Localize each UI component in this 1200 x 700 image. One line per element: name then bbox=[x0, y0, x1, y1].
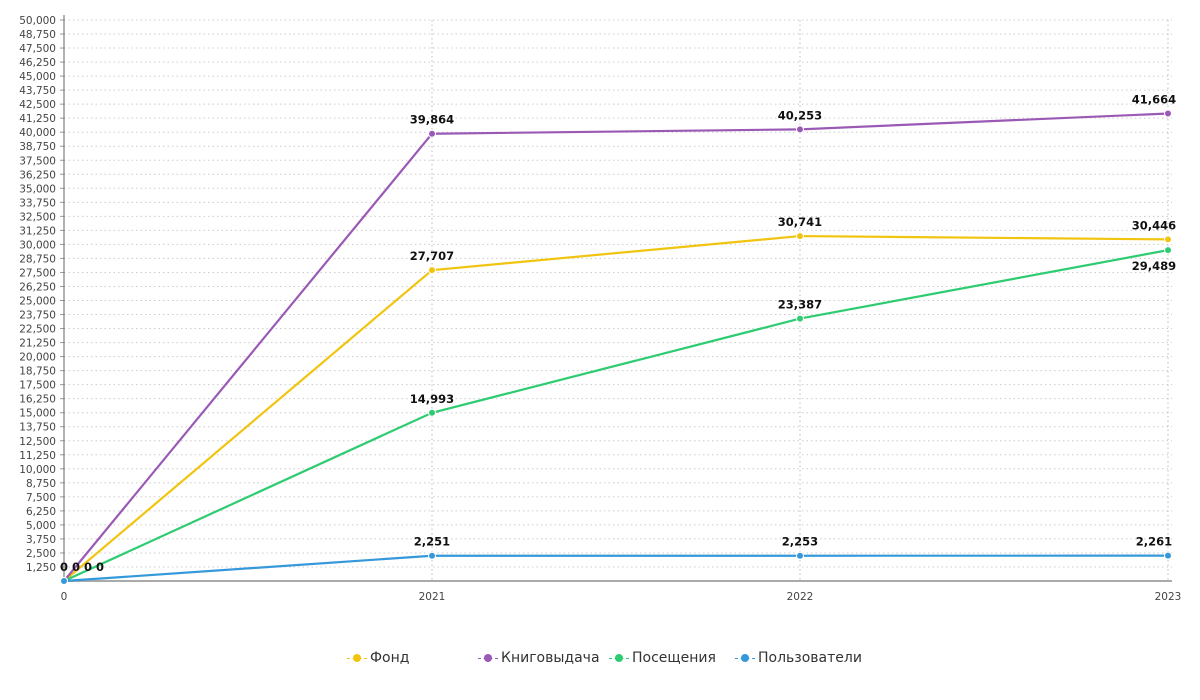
legend-item[interactable]: Пользователи bbox=[735, 650, 862, 666]
legend-marker-icon bbox=[735, 653, 755, 663]
y-tick-label: 30,000 bbox=[19, 239, 56, 251]
y-tick-label: 13,750 bbox=[19, 422, 56, 434]
y-tick-label: 10,000 bbox=[19, 464, 56, 476]
y-tick-label: 35,000 bbox=[19, 183, 56, 195]
y-tick-label: 43,750 bbox=[19, 85, 56, 97]
y-tick-label: 20,000 bbox=[19, 352, 56, 364]
data-label: 2,251 bbox=[414, 535, 450, 549]
y-tick-label: 7,500 bbox=[26, 492, 56, 504]
legend-item[interactable]: Книговыдача bbox=[478, 650, 600, 666]
y-tick-label: 45,000 bbox=[19, 71, 56, 83]
y-tick-label: 3,750 bbox=[26, 534, 56, 546]
y-tick-label: 1,250 bbox=[26, 562, 56, 574]
data-point bbox=[60, 577, 68, 585]
y-tick-label: 42,500 bbox=[19, 99, 56, 111]
y-tick-label: 26,250 bbox=[19, 281, 56, 293]
x-axis-ticks: 0 2021 2022 2023 bbox=[61, 591, 1182, 603]
legend: Фонд Книговыдача Посещения Пользователи bbox=[0, 650, 1200, 672]
data-point bbox=[1164, 235, 1172, 244]
y-tick-label: 28,750 bbox=[19, 253, 56, 265]
legend-item[interactable]: Фонд bbox=[347, 650, 409, 666]
data-label: 0 bbox=[84, 560, 92, 574]
data-label: 0 bbox=[72, 560, 80, 574]
y-tick-label: 15,000 bbox=[19, 408, 56, 420]
legend-label: Книговыдача bbox=[501, 650, 600, 666]
series-line bbox=[63, 112, 1169, 582]
y-tick-label: 31,250 bbox=[19, 225, 56, 237]
y-tick-label: 18,750 bbox=[19, 366, 56, 378]
y-tick-label: 11,250 bbox=[19, 450, 56, 462]
data-label: 23,387 bbox=[778, 298, 822, 312]
y-tick-label: 22,500 bbox=[19, 324, 56, 336]
axes bbox=[63, 15, 1172, 582]
y-tick-label: 38,750 bbox=[19, 141, 56, 153]
legend-label: Посещения bbox=[632, 650, 716, 666]
y-tick-label: 21,250 bbox=[19, 338, 56, 350]
y-tick-label: 8,750 bbox=[26, 478, 56, 490]
legend-marker-icon bbox=[609, 653, 629, 663]
data-point bbox=[796, 314, 804, 323]
y-tick-label: 40,000 bbox=[19, 127, 56, 139]
line-chart: 1,250 2,500 3,750 5,000 6,250 7,500 8,750 10,00… bbox=[19, 15, 1182, 603]
data-label: 40,253 bbox=[778, 108, 822, 122]
data-label: 0 bbox=[60, 560, 68, 574]
y-tick-label: 2,500 bbox=[26, 548, 56, 560]
y-tick-label: 5,000 bbox=[26, 520, 56, 532]
y-tick-label: 50,000 bbox=[19, 15, 56, 27]
data-label: 41,664 bbox=[1132, 93, 1176, 107]
y-tick-label: 33,750 bbox=[19, 197, 56, 209]
data-label: 30,741 bbox=[778, 215, 822, 229]
data-point bbox=[428, 129, 436, 138]
data-point bbox=[796, 551, 804, 560]
x-tick-label: 2022 bbox=[787, 591, 814, 603]
y-tick-label: 27,500 bbox=[19, 267, 56, 279]
y-tick-label: 6,250 bbox=[26, 506, 56, 518]
data-point bbox=[1164, 109, 1172, 118]
y-tick-label: 37,500 bbox=[19, 155, 56, 167]
series-line bbox=[63, 554, 1169, 583]
data-point bbox=[796, 232, 804, 241]
data-label: 30,446 bbox=[1132, 218, 1176, 232]
y-tick-label: 41,250 bbox=[19, 113, 56, 125]
data-point bbox=[1164, 246, 1172, 255]
y-axis-ticks: 1,250 2,500 3,750 5,000 6,250 7,500 8,750 10,00… bbox=[19, 15, 64, 574]
data-label: 0 bbox=[96, 560, 104, 574]
data-label: 14,993 bbox=[410, 392, 454, 406]
x-tick-label: 2023 bbox=[1155, 591, 1182, 603]
y-tick-label: 16,250 bbox=[19, 394, 56, 406]
legend-label: Фонд bbox=[370, 650, 410, 666]
y-tick-label: 12,500 bbox=[19, 436, 56, 448]
y-tick-label: 23,750 bbox=[19, 310, 56, 322]
data-point bbox=[428, 266, 436, 275]
data-point bbox=[428, 408, 436, 417]
y-tick-label: 46,250 bbox=[19, 57, 56, 69]
data-label: 29,489 bbox=[1132, 259, 1176, 273]
legend-label: Пользователи bbox=[758, 650, 862, 666]
series-group bbox=[60, 109, 1172, 585]
data-label: 2,253 bbox=[782, 535, 818, 549]
data-point bbox=[796, 125, 804, 134]
data-label: 2,261 bbox=[1136, 535, 1172, 549]
gridlines bbox=[64, 19, 1172, 581]
series-line bbox=[63, 249, 1169, 583]
data-point bbox=[428, 551, 436, 560]
data-point bbox=[1164, 551, 1172, 560]
series-line bbox=[63, 234, 1169, 582]
legend-marker-icon bbox=[478, 653, 498, 663]
y-tick-label: 25,000 bbox=[19, 296, 56, 308]
y-tick-label: 48,750 bbox=[19, 29, 56, 41]
y-tick-label: 47,500 bbox=[19, 43, 56, 55]
legend-item[interactable]: Посещения bbox=[609, 650, 716, 666]
x-tick-label: 2021 bbox=[419, 591, 446, 603]
y-tick-label: 36,250 bbox=[19, 169, 56, 181]
legend-marker-icon bbox=[347, 653, 367, 663]
data-label: 39,864 bbox=[410, 113, 454, 127]
data-labels: 0 27,707 30,741 30,446 0 39,864 40,253 41,664 0 1… bbox=[60, 93, 1176, 574]
y-tick-label: 32,500 bbox=[19, 211, 56, 223]
data-label: 27,707 bbox=[410, 249, 454, 263]
y-tick-label: 17,500 bbox=[19, 380, 56, 392]
x-tick-label: 0 bbox=[61, 591, 68, 603]
